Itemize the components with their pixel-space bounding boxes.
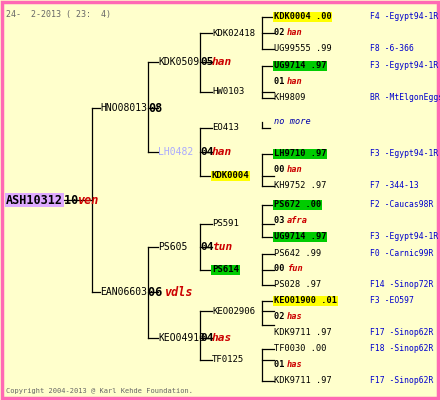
Text: UG99555 .99: UG99555 .99 xyxy=(274,44,332,53)
Text: han: han xyxy=(212,57,232,67)
Text: tun: tun xyxy=(212,242,232,252)
Text: F7 -344-13: F7 -344-13 xyxy=(370,182,419,190)
Text: F0 -Carnic99R: F0 -Carnic99R xyxy=(370,250,433,258)
Text: EO413: EO413 xyxy=(212,124,239,132)
Text: fun: fun xyxy=(286,264,302,273)
Text: F8 -6-366: F8 -6-366 xyxy=(370,44,414,53)
Text: has: has xyxy=(212,333,232,343)
Text: 03: 03 xyxy=(274,216,290,225)
Text: KDK9711 .97: KDK9711 .97 xyxy=(274,376,332,385)
Text: vdls: vdls xyxy=(164,286,193,298)
Text: ven: ven xyxy=(77,194,99,206)
Text: KDK02418: KDK02418 xyxy=(212,28,255,38)
Text: TF0030 .00: TF0030 .00 xyxy=(274,344,326,353)
Text: F17 -Sinop62R: F17 -Sinop62R xyxy=(370,376,433,385)
Text: 02: 02 xyxy=(274,312,290,321)
Text: 01: 01 xyxy=(274,360,290,369)
Text: F3 -Egypt94-1R: F3 -Egypt94-1R xyxy=(370,150,438,158)
Text: LH9710 .97: LH9710 .97 xyxy=(274,150,326,158)
Text: BR -MtElgonEggs88R: BR -MtElgonEggs88R xyxy=(370,94,440,102)
Text: KH9752 .97: KH9752 .97 xyxy=(274,182,326,190)
Text: 10: 10 xyxy=(64,194,85,206)
Text: 02: 02 xyxy=(274,28,290,37)
Text: UG9714 .97: UG9714 .97 xyxy=(274,62,326,70)
Text: F4 -Egypt94-1R: F4 -Egypt94-1R xyxy=(370,12,438,21)
Text: 00: 00 xyxy=(274,166,290,174)
Text: 00: 00 xyxy=(274,264,290,273)
Text: PS614: PS614 xyxy=(212,266,239,274)
Text: 06: 06 xyxy=(148,286,169,298)
Text: han: han xyxy=(286,78,302,86)
Text: 04: 04 xyxy=(200,242,213,252)
Text: PS028 .97: PS028 .97 xyxy=(274,280,321,289)
Text: KH9809: KH9809 xyxy=(274,94,311,102)
Text: EAN06603-: EAN06603- xyxy=(100,287,153,297)
Text: PS591: PS591 xyxy=(212,220,239,228)
Text: has: has xyxy=(286,360,302,369)
Text: F2 -Caucas98R: F2 -Caucas98R xyxy=(370,200,433,209)
Text: KDK0509: KDK0509 xyxy=(158,57,199,67)
Text: PS672 .00: PS672 .00 xyxy=(274,200,321,209)
Text: han: han xyxy=(286,28,302,37)
Text: KEO01900 .01: KEO01900 .01 xyxy=(274,296,337,305)
Text: PS605: PS605 xyxy=(158,242,187,252)
Text: UG9714 .97: UG9714 .97 xyxy=(274,232,326,241)
Text: HNO08013-: HNO08013- xyxy=(100,103,153,113)
Text: F18 -Sinop62R: F18 -Sinop62R xyxy=(370,344,433,353)
Text: KDK9711 .97: KDK9711 .97 xyxy=(274,328,332,337)
Text: 24-  2-2013 ( 23:  4): 24- 2-2013 ( 23: 4) xyxy=(6,10,111,19)
Text: F14 -Sinop72R: F14 -Sinop72R xyxy=(370,280,433,289)
Text: has: has xyxy=(286,312,302,321)
Text: TF0125: TF0125 xyxy=(212,356,244,364)
Text: HW0103: HW0103 xyxy=(212,88,244,96)
Text: LH0482: LH0482 xyxy=(158,147,193,157)
Text: 08: 08 xyxy=(148,102,162,114)
Text: Copyright 2004-2013 @ Karl Kehde Foundation.: Copyright 2004-2013 @ Karl Kehde Foundat… xyxy=(6,388,193,394)
Text: 04: 04 xyxy=(200,333,213,343)
Text: KDK0004: KDK0004 xyxy=(212,172,249,180)
Text: ASH10312: ASH10312 xyxy=(6,194,63,206)
Text: PS642 .99: PS642 .99 xyxy=(274,250,321,258)
Text: KEO04910: KEO04910 xyxy=(158,333,205,343)
Text: KDK0004 .00: KDK0004 .00 xyxy=(274,12,332,21)
Text: F17 -Sinop62R: F17 -Sinop62R xyxy=(370,328,433,337)
Text: F3 -EO597: F3 -EO597 xyxy=(370,296,414,305)
Text: afra: afra xyxy=(286,216,308,225)
Text: KEO02906: KEO02906 xyxy=(212,306,255,316)
Text: han: han xyxy=(286,166,302,174)
Text: 05: 05 xyxy=(200,57,213,67)
Text: han: han xyxy=(212,147,232,157)
Text: 01: 01 xyxy=(274,78,290,86)
Text: F3 -Egypt94-1R: F3 -Egypt94-1R xyxy=(370,62,438,70)
Text: 04: 04 xyxy=(200,147,213,157)
Text: no more: no more xyxy=(274,118,311,126)
Text: F3 -Egypt94-1R: F3 -Egypt94-1R xyxy=(370,232,438,241)
